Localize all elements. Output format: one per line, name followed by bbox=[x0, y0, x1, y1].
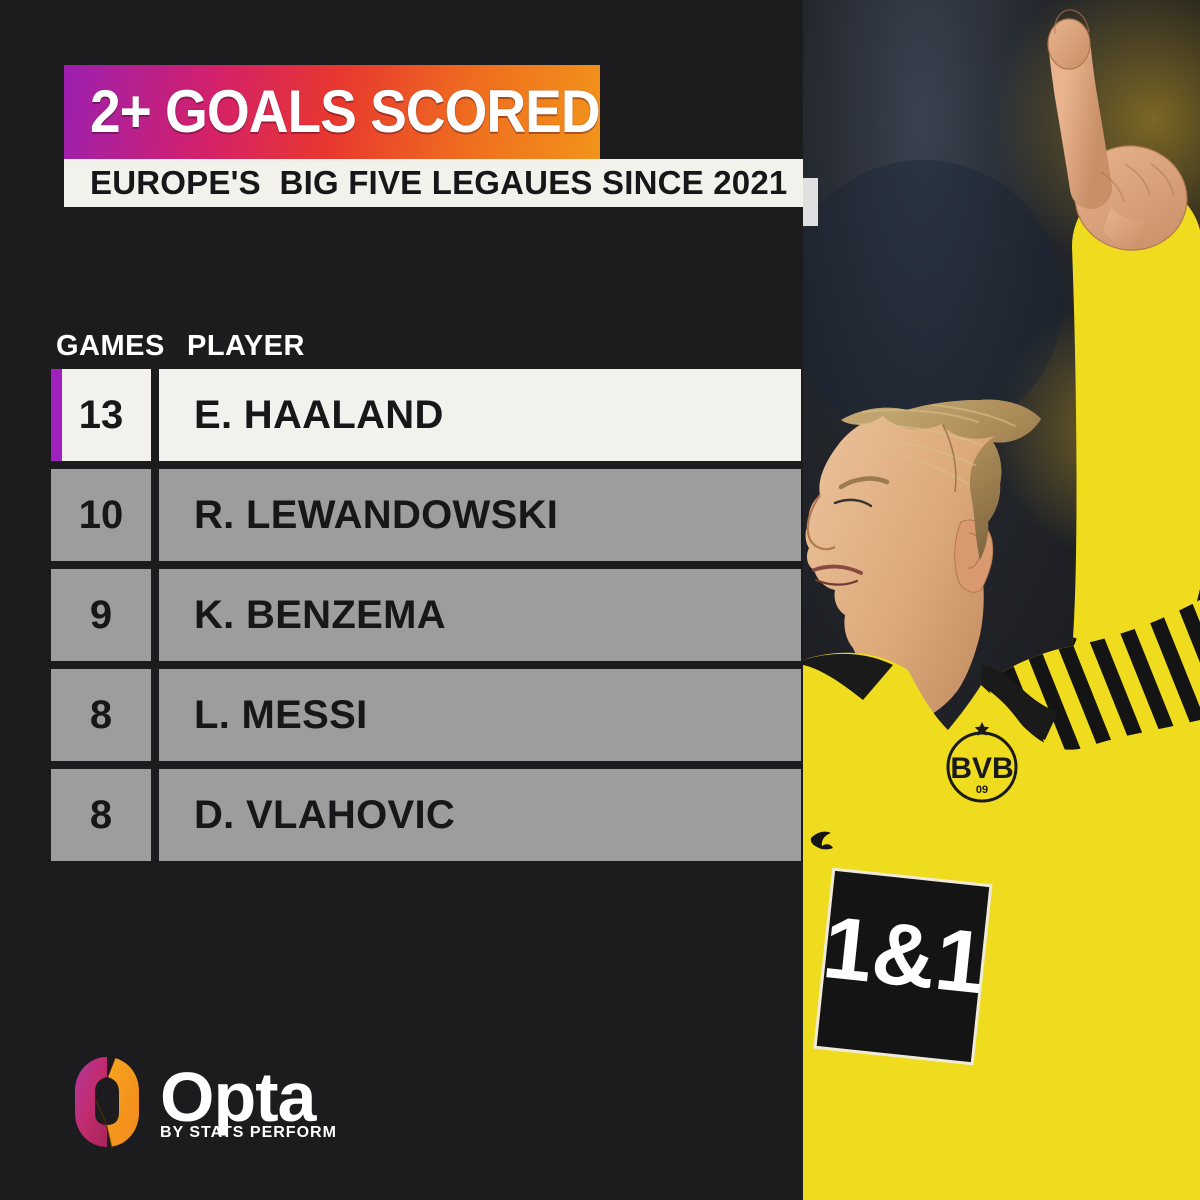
svg-text:BVB: BVB bbox=[950, 752, 1013, 785]
svg-text:1&1: 1&1 bbox=[819, 897, 990, 1012]
svg-text:09: 09 bbox=[976, 784, 988, 796]
